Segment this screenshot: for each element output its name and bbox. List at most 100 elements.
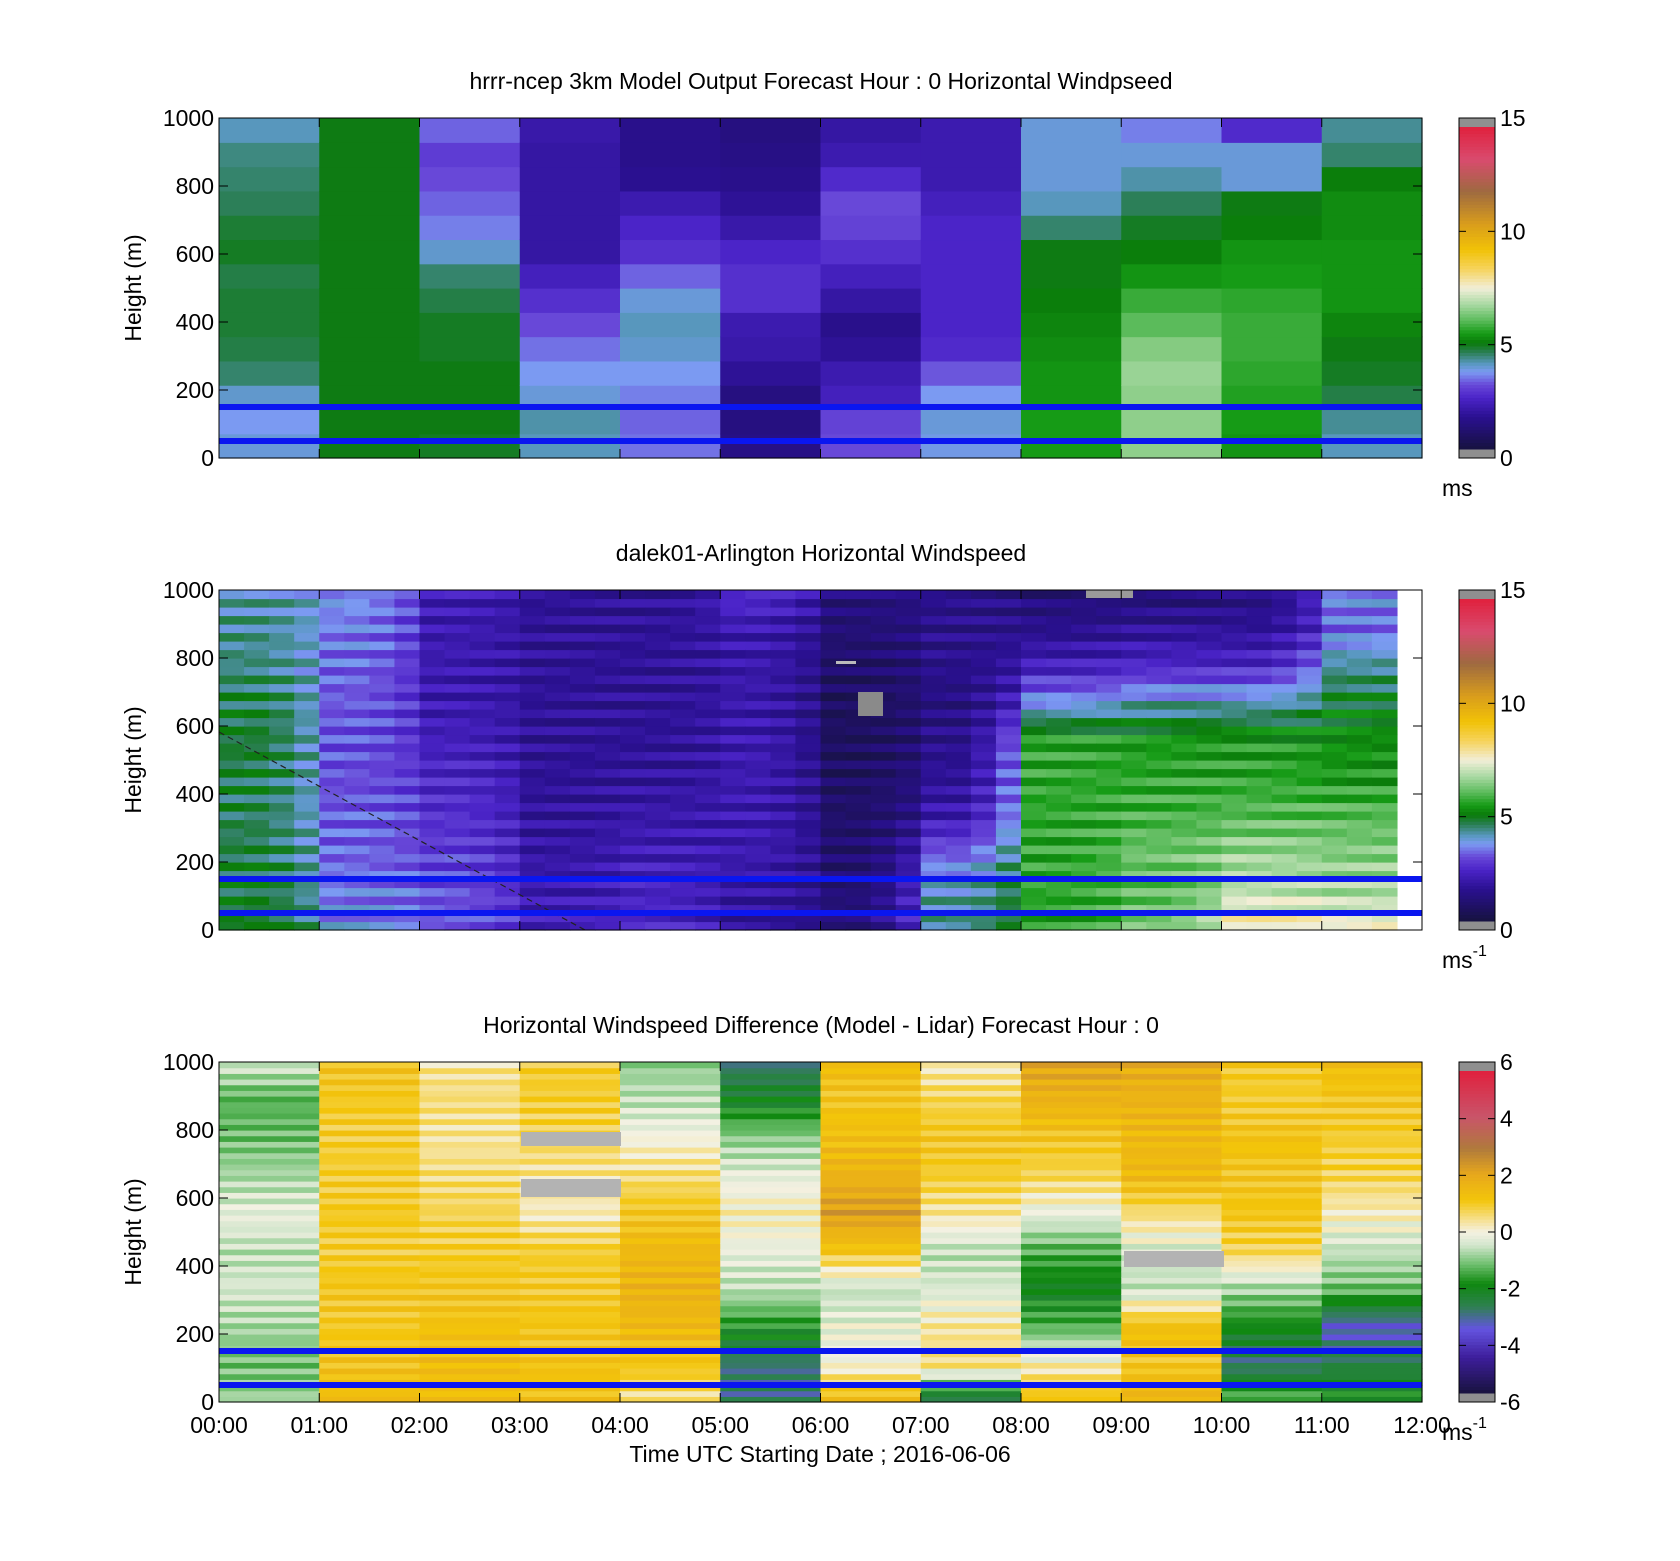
heatmap-cell	[319, 896, 345, 906]
heatmap-cell	[219, 1271, 320, 1278]
heatmap-cell	[695, 819, 721, 829]
heatmap-cell	[720, 1062, 822, 1069]
colorbar-step	[1459, 133, 1495, 138]
heatmap-cell	[620, 1113, 721, 1120]
heatmap-cell	[1321, 1373, 1423, 1380]
heatmap-cell	[945, 819, 972, 829]
heatmap-cell	[1371, 853, 1398, 863]
heatmap-cell	[870, 590, 897, 600]
heatmap-cell	[1221, 1141, 1323, 1148]
heatmap-cell	[1071, 649, 1097, 659]
heatmap-cell	[1271, 904, 1298, 914]
heatmap-cell	[344, 624, 370, 634]
heatmap-cell	[1146, 921, 1172, 931]
colorbar-step	[1459, 763, 1495, 767]
heatmap-cell	[670, 802, 696, 812]
heatmap-cell	[1246, 717, 1273, 727]
heatmap-cell	[1121, 1192, 1223, 1199]
colorbar-step	[1459, 1306, 1495, 1310]
heatmap-cell	[845, 734, 872, 744]
heatmap-cell	[1346, 709, 1373, 719]
heatmap-cell	[1371, 794, 1398, 804]
heatmap-cell	[1346, 632, 1373, 642]
colorbar-step	[1459, 898, 1495, 903]
heatmap-cell	[444, 819, 471, 829]
heatmap-cell	[720, 1096, 822, 1103]
heatmap-cell	[369, 692, 396, 702]
heatmap-cell	[319, 1300, 421, 1307]
heatmap-cell	[519, 853, 546, 863]
heatmap-cell	[820, 1062, 922, 1069]
heatmap-cell	[795, 913, 822, 923]
heatmap-cell	[1046, 904, 1072, 914]
heatmap-cell	[1246, 887, 1273, 897]
heatmap-cell	[544, 598, 571, 608]
heatmap-cell	[720, 142, 822, 168]
heatmap-cell	[970, 624, 997, 634]
heatmap-cell	[1121, 896, 1147, 906]
heatmap-cell	[1021, 1322, 1122, 1329]
heatmap-cell	[1096, 853, 1122, 863]
heatmap-cell	[1146, 675, 1172, 685]
colorbar-step	[1459, 188, 1495, 192]
heatmap-cell	[369, 598, 396, 608]
heatmap-cell	[469, 683, 496, 693]
colorbar-step	[1459, 242, 1495, 247]
heatmap-cell	[920, 360, 1022, 386]
heatmap-cell	[720, 1164, 822, 1171]
heatmap-cell	[670, 862, 696, 872]
heatmap-cell	[745, 649, 771, 659]
heatmap-cell	[620, 1396, 721, 1403]
heatmap-cell	[670, 904, 696, 914]
heatmap-cell	[820, 215, 922, 241]
heatmap-cell	[1221, 743, 1248, 753]
heatmap-cell	[219, 768, 245, 778]
heatmap-cell	[594, 904, 621, 914]
heatmap-cell	[745, 666, 771, 676]
colorbar-step	[1459, 378, 1495, 382]
heatmap-cell	[620, 1209, 721, 1216]
heatmap-cell	[1171, 624, 1198, 634]
heatmap-cell	[1246, 666, 1273, 676]
heatmap-cell	[720, 862, 746, 872]
colorbar-step	[1459, 1257, 1495, 1262]
heatmap-cell	[294, 760, 320, 770]
heatmap-cell	[219, 1277, 320, 1284]
heatmap-cell	[1371, 692, 1398, 702]
heatmap-cell	[920, 658, 947, 668]
heatmap-cell	[469, 624, 496, 634]
heatmap-cell	[670, 751, 696, 761]
heatmap-cell	[720, 760, 746, 770]
heatmap-cell	[594, 700, 621, 710]
heatmap-cell	[369, 649, 396, 659]
heatmap-cell	[1121, 142, 1223, 168]
heatmap-cell	[319, 1260, 421, 1267]
heatmap-cell	[519, 433, 621, 459]
heatmap-cell	[1196, 870, 1223, 880]
heatmap-cell	[494, 802, 521, 812]
heatmap-cell	[319, 239, 421, 265]
colorbar-step	[1459, 358, 1495, 363]
heatmap-cell	[695, 862, 721, 872]
heatmap-cell	[620, 836, 646, 846]
heatmap-cell	[294, 607, 320, 617]
heatmap-cell	[1021, 879, 1047, 889]
heatmap-cell	[369, 590, 396, 600]
heatmap-cell	[319, 1079, 421, 1086]
heatmap-cell	[1321, 794, 1348, 804]
heatmap-cell	[319, 1203, 421, 1210]
heatmap-cell	[1071, 760, 1097, 770]
heatmap-cell	[1371, 819, 1398, 829]
heatmap-cell	[895, 913, 922, 923]
y-axis-label: Height (m)	[120, 1178, 146, 1285]
heatmap-cell	[344, 811, 370, 821]
colorbar-step	[1459, 1071, 1495, 1075]
heatmap-cell	[419, 190, 521, 216]
heatmap-cell	[1071, 768, 1097, 778]
heatmap-cell	[1021, 1175, 1122, 1182]
heatmap-cell	[720, 785, 746, 795]
heatmap-cell	[519, 768, 546, 778]
heatmap-cell	[620, 921, 646, 931]
heatmap-cell	[945, 828, 972, 838]
